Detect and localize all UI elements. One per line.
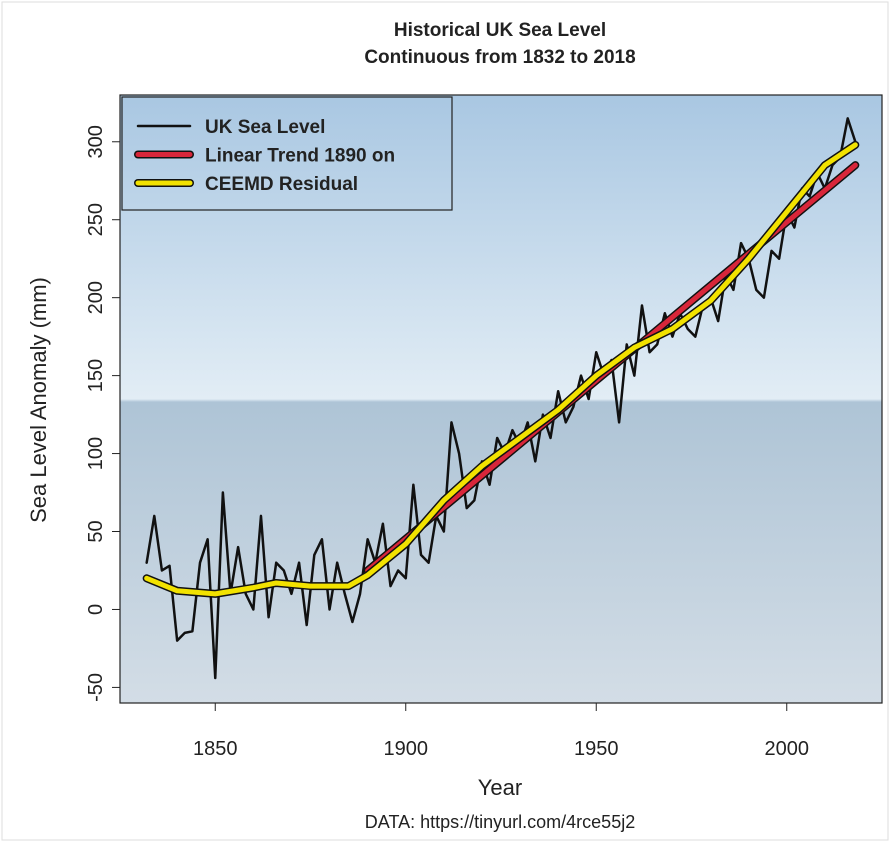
x-tick-label: 2000 [765,738,810,760]
x-axis-title: Year [478,775,522,800]
x-tick-label: 1900 [384,738,429,760]
y-tick-label: -50 [85,673,107,702]
chart-title: Historical UK Sea Level [394,20,606,41]
y-tick-label: 300 [85,125,107,158]
legend-label: Linear Trend 1890 on [205,146,395,167]
x-tick-label: 1950 [574,738,619,760]
plot-background [120,95,882,703]
y-tick-label: 100 [85,437,107,470]
y-tick-label: 150 [85,359,107,392]
series-line [144,142,858,597]
x-tick-label: 1850 [193,738,238,760]
chart-subtitle: Continuous from 1832 to 2018 [364,47,635,68]
y-axis-title: Sea Level Anomaly (mm) [26,277,51,523]
legend-box [121,96,453,211]
y-tick-label: 50 [85,520,107,542]
y-tick-label: 250 [85,203,107,236]
y-tick-label: 200 [85,281,107,314]
plot-border [119,94,883,704]
legend-label: CEEMD Residual [205,174,358,195]
y-tick-label: 0 [85,604,107,615]
data-note: DATA: https://tinyurl.com/4rce55j2 [365,812,635,832]
legend-label: UK Sea Level [205,117,325,138]
